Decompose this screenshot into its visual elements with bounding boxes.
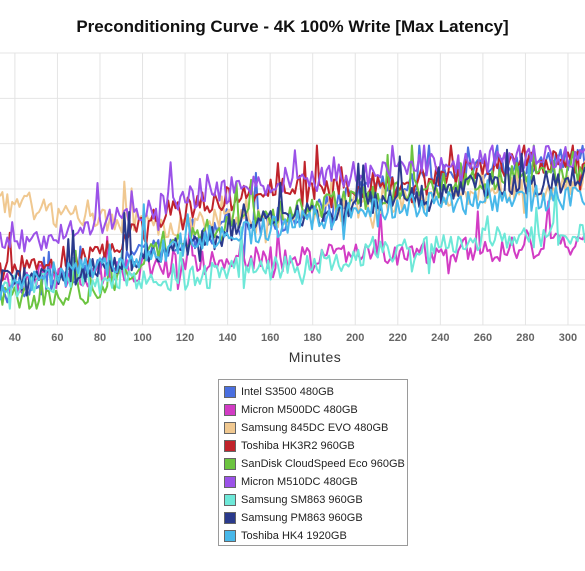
x-tick-label: 140 xyxy=(218,332,236,344)
legend: Intel S3500 480GB Micron M500DC 480GB Sams… xyxy=(218,379,408,546)
x-tick-label: 200 xyxy=(346,332,364,344)
x-tick-label: 240 xyxy=(431,332,449,344)
legend-label: Micron M510DC 480GB xyxy=(241,476,358,488)
legend-label: Micron M500DC 480GB xyxy=(241,404,358,416)
legend-label: Intel S3500 480GB xyxy=(241,386,334,398)
legend-label: Samsung 845DC EVO 480GB xyxy=(241,422,389,434)
series-line xyxy=(0,144,585,253)
legend-item[interactable]: Micron M500DC 480GB xyxy=(224,401,407,419)
legend-swatch xyxy=(224,458,236,470)
x-axis-label: Minutes xyxy=(288,349,342,365)
legend-label: SanDisk CloudSpeed Eco 960GB xyxy=(241,458,405,470)
x-tick-label: 100 xyxy=(133,332,151,344)
series-line xyxy=(0,200,585,294)
legend-swatch xyxy=(224,476,236,488)
series-lines xyxy=(0,144,585,310)
x-tick-label: 300 xyxy=(559,332,577,344)
legend-swatch xyxy=(224,422,236,434)
legend-label: Samsung PM863 960GB xyxy=(241,512,363,524)
x-tick-label: 40 xyxy=(9,332,21,344)
x-tick-label: 120 xyxy=(176,332,194,344)
legend-swatch xyxy=(224,404,236,416)
legend-item[interactable]: Toshiba HK4 1920GB xyxy=(224,527,407,545)
series-line xyxy=(0,148,585,297)
chart-plot: 40 60 80 100 120 140 160 180 200 220 240 260 280 300 xyxy=(0,52,585,344)
legend-item[interactable]: Intel S3500 480GB xyxy=(224,383,407,401)
legend-label: Toshiba HK4 1920GB xyxy=(241,530,347,542)
legend-item[interactable]: Toshiba HK3R2 960GB xyxy=(224,437,407,455)
legend-label: Samsung SM863 960GB xyxy=(241,494,363,506)
legend-item[interactable]: Samsung 845DC EVO 480GB xyxy=(224,419,407,437)
x-tick-label: 160 xyxy=(261,332,279,344)
legend-label: Toshiba HK3R2 960GB xyxy=(241,440,355,452)
legend-swatch xyxy=(224,494,236,506)
legend-item[interactable]: Micron M510DC 480GB xyxy=(224,473,407,491)
legend-swatch xyxy=(224,386,236,398)
series-line xyxy=(0,144,585,283)
series-line xyxy=(0,163,585,301)
legend-item[interactable]: SanDisk CloudSpeed Eco 960GB xyxy=(224,455,407,473)
legend-swatch xyxy=(224,512,236,524)
x-tick-label: 80 xyxy=(94,332,106,344)
x-tick-label: 260 xyxy=(474,332,492,344)
legend-swatch xyxy=(224,440,236,452)
x-tick-labels: 40 60 80 100 120 140 160 180 200 220 240 260 280 300 xyxy=(9,332,577,344)
legend-swatch xyxy=(224,530,236,542)
chart-title: Preconditioning Curve - 4K 100% Write [M… xyxy=(76,17,509,36)
legend-item[interactable]: Samsung PM863 960GB xyxy=(224,509,407,527)
x-tick-label: 220 xyxy=(389,332,407,344)
x-tick-label: 280 xyxy=(516,332,534,344)
legend-item[interactable]: Samsung SM863 960GB xyxy=(224,491,407,509)
x-tick-label: 180 xyxy=(304,332,322,344)
x-tick-label: 60 xyxy=(51,332,63,344)
